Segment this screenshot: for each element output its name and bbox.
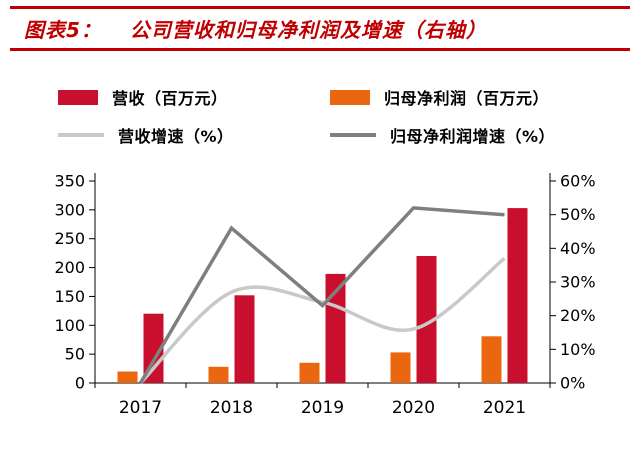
svg-text:60%: 60% <box>560 172 596 191</box>
net-profit-growth-line-swatch-icon <box>330 133 376 137</box>
svg-text:10%: 10% <box>560 340 596 359</box>
legend-label-revenue: 营收（百万元） <box>112 89 228 108</box>
legend-label-net-profit: 归母净利润（百万元） <box>384 89 550 108</box>
svg-text:50%: 50% <box>560 205 596 224</box>
svg-text:2019: 2019 <box>301 398 344 418</box>
svg-text:300: 300 <box>54 200 85 219</box>
svg-text:350: 350 <box>54 172 85 191</box>
legend-item-net-profit: 归母净利润（百万元） <box>330 86 618 108</box>
svg-text:0%: 0% <box>560 374 585 393</box>
svg-text:20%: 20% <box>560 306 596 325</box>
svg-text:200: 200 <box>54 258 85 277</box>
svg-text:2017: 2017 <box>119 398 162 418</box>
figure-header: 图表5： 公司营收和归母净利润及增速（右轴） <box>10 6 630 51</box>
svg-text:40%: 40% <box>560 239 596 258</box>
legend: 营收（百万元） 归母净利润（百万元） 营收增速（%） 归母净利润增速（%） <box>58 86 618 146</box>
svg-text:30%: 30% <box>560 273 596 292</box>
svg-text:0: 0 <box>75 374 85 393</box>
svg-text:2020: 2020 <box>392 398 435 418</box>
figure-title-row: 图表5： 公司营收和归母净利润及增速（右轴） <box>10 9 630 48</box>
legend-item-revenue-growth: 营收增速（%） <box>58 124 330 146</box>
svg-text:2018: 2018 <box>210 398 253 418</box>
legend-item-net-profit-growth: 归母净利润增速（%） <box>330 124 618 146</box>
legend-label-net-profit-growth: 归母净利润增速（%） <box>390 127 556 146</box>
revenue-growth-line-swatch-icon <box>58 133 104 137</box>
combo-chart: 0 50 100 150 200 250 300 350 0% 10% 20% 30% 40% 50% 60… <box>0 165 640 449</box>
chart-canvas: 0 50 100 150 200 250 300 350 0% 10% 20% 30% 40% 50% 60… <box>54 172 596 419</box>
svg-text:2021: 2021 <box>483 398 526 418</box>
figure-title: 公司营收和归母净利润及增速（右轴） <box>129 18 487 42</box>
header-rule-top <box>10 6 630 9</box>
svg-text:250: 250 <box>54 229 85 248</box>
figure-number: 图表5： <box>24 18 102 42</box>
svg-text:100: 100 <box>54 316 85 335</box>
net-profit-bar-swatch-icon <box>330 89 370 105</box>
revenue-bar-swatch-icon <box>58 89 98 105</box>
svg-text:150: 150 <box>54 287 85 306</box>
header-rule-bottom <box>10 48 630 51</box>
legend-label-revenue-growth: 营收增速（%） <box>118 127 234 146</box>
legend-item-revenue: 营收（百万元） <box>58 86 330 108</box>
svg-text:50: 50 <box>65 345 85 364</box>
